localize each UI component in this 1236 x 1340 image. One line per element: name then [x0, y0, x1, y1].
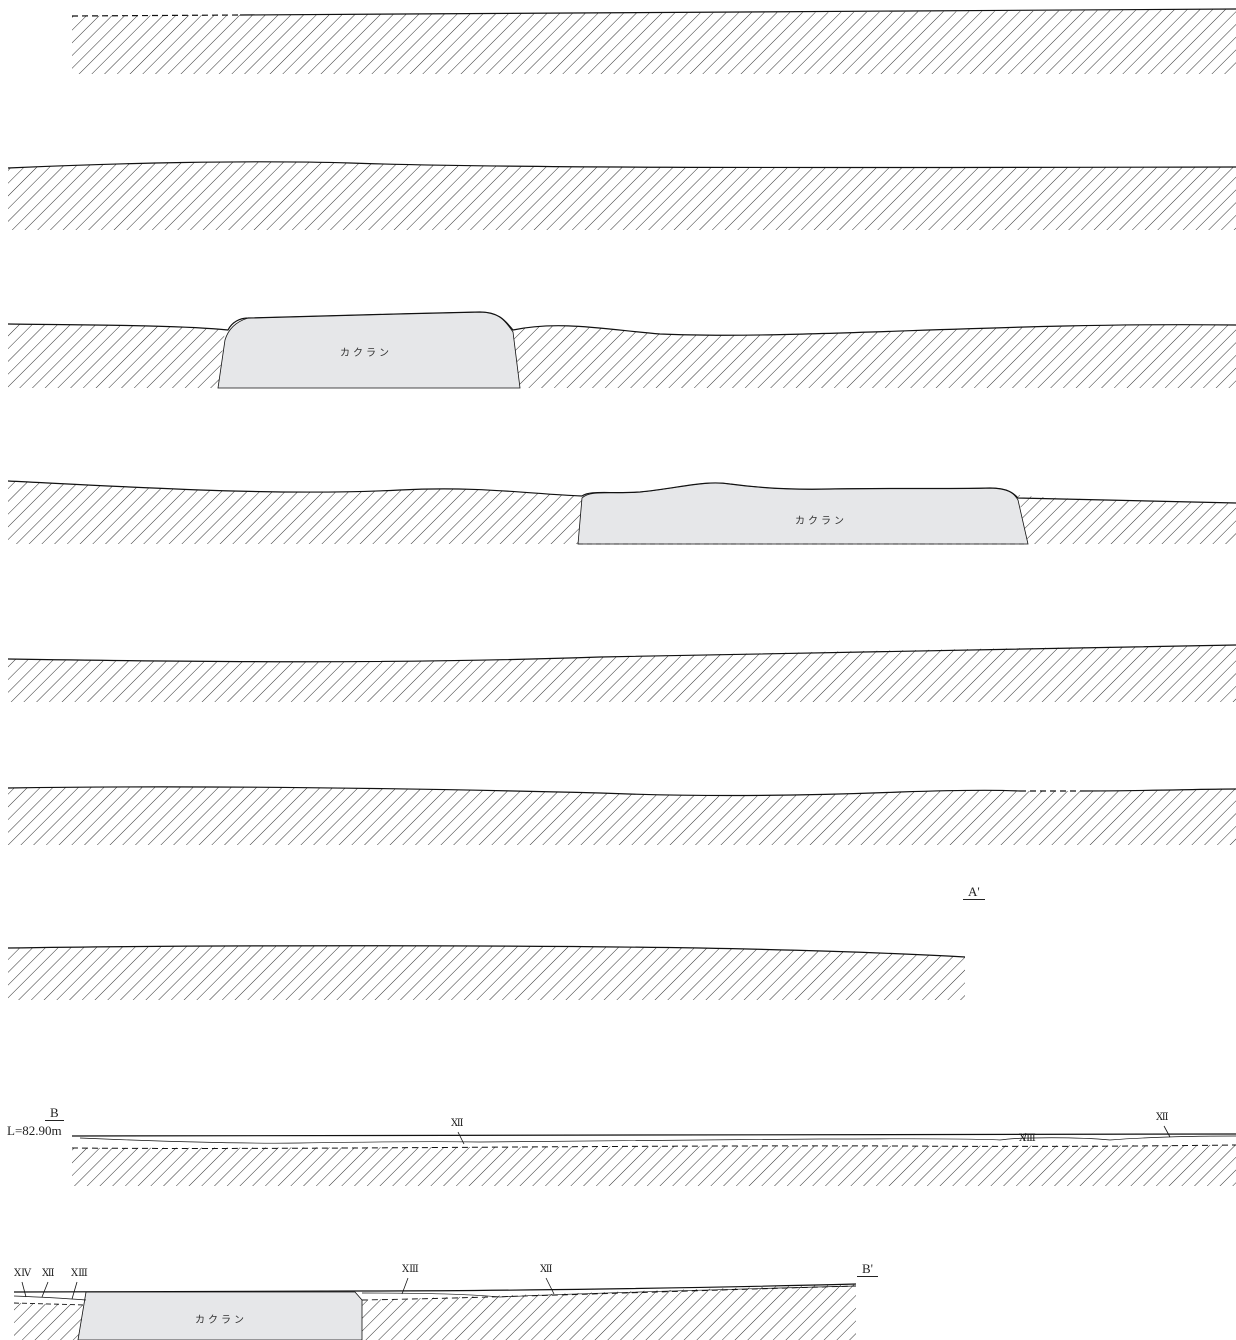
ground-surface-line	[7, 161, 1236, 169]
leader-line	[457, 1131, 465, 1145]
hatched-soil	[72, 1145, 1236, 1186]
section-start-label-b: B	[45, 1106, 64, 1121]
layer-boundary-line	[361, 1285, 857, 1298]
leader-line	[71, 1281, 78, 1300]
leader-line	[1163, 1125, 1171, 1138]
hatched-soil	[362, 1284, 856, 1340]
ground-surface-line	[13, 1283, 857, 1293]
section-strip-2	[7, 161, 1236, 230]
hatched-soil	[8, 786, 1236, 845]
layer-boundary-dashed	[13, 1302, 87, 1306]
ground-surface-dashed	[71, 14, 241, 17]
section-strip-3	[7, 311, 1236, 389]
leader-line	[21, 1281, 27, 1298]
hatched-soil	[1018, 495, 1236, 544]
section-strip-4	[7, 480, 1236, 545]
layer-label: ⅩⅢ	[402, 1264, 419, 1275]
hatched-soil	[8, 161, 1236, 230]
section-strip-9	[13, 1277, 857, 1340]
layer-label: Ⅻ	[42, 1268, 55, 1279]
disturbance-label: カクラン	[795, 516, 847, 527]
layer-label: Ⅻ	[1156, 1112, 1169, 1123]
ground-surface-line	[7, 945, 966, 958]
layer-label: Ⅻ	[451, 1118, 464, 1129]
layer-label: ⅩⅢ	[71, 1268, 88, 1279]
layer-boundary-dashed	[71, 1144, 1236, 1149]
disturbance-area	[577, 482, 1029, 545]
section-strip-6	[7, 786, 1236, 845]
hatched-soil	[513, 324, 1236, 388]
disturbance-label: カクラン	[195, 1315, 247, 1326]
section-strip-1	[71, 8, 1236, 74]
hatched-soil	[14, 1303, 86, 1340]
hatched-soil	[8, 324, 225, 388]
ground-surface-line	[7, 311, 1236, 336]
section-strip-8	[71, 1125, 1236, 1186]
elevation-label: L=82.90m	[7, 1123, 62, 1138]
layer-label: ⅩⅣ	[14, 1268, 32, 1279]
layer-boundary-line	[13, 1295, 87, 1301]
ground-surface-line	[7, 786, 1021, 797]
disturbance-area	[77, 1291, 363, 1340]
section-end-label-a: A'	[963, 885, 985, 900]
section-strip-7	[7, 945, 966, 1000]
hatched-soil	[8, 481, 582, 544]
layer-boundary-line	[79, 1135, 1236, 1144]
layer-label: ⅩⅢ	[1019, 1133, 1036, 1144]
ground-surface-line	[71, 1133, 1236, 1137]
leader-line	[401, 1277, 409, 1295]
leader-line	[1023, 1132, 1027, 1142]
section-end-label-b: B'	[857, 1262, 879, 1277]
disturbance-label: カクラン	[340, 348, 392, 359]
ground-surface-line	[1079, 788, 1236, 792]
layer-label: Ⅻ	[540, 1264, 553, 1275]
hatched-soil	[72, 9, 1236, 74]
leader-line	[545, 1277, 555, 1295]
ground-surface-line	[7, 480, 1236, 504]
section-strip-5	[7, 644, 1236, 702]
hatched-soil	[8, 945, 965, 1000]
leader-line	[41, 1281, 49, 1298]
hatched-soil	[8, 645, 1236, 702]
